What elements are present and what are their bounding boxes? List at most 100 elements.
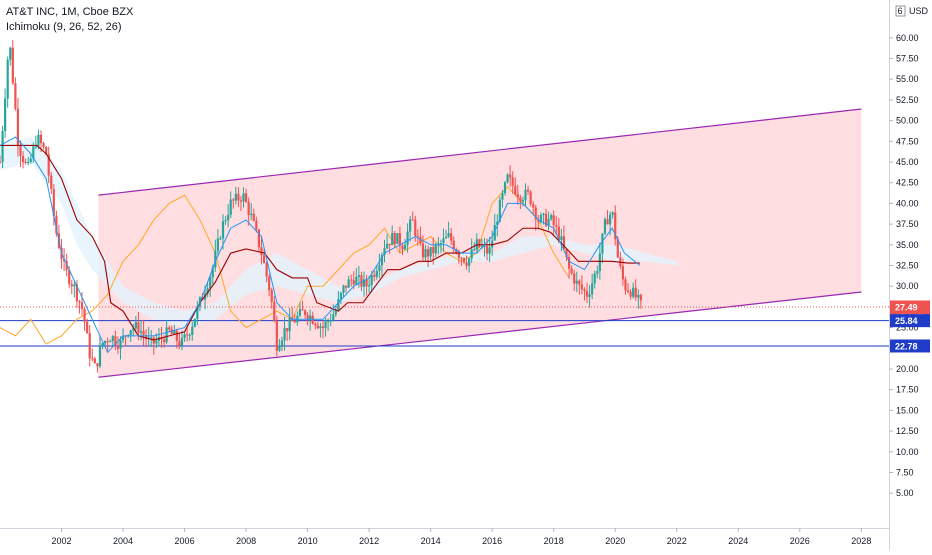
candle-body-120 xyxy=(306,314,309,320)
candle-body-5 xyxy=(11,47,14,84)
candle-body-174 xyxy=(444,236,448,239)
candle-body-209 xyxy=(534,207,537,220)
candle-body-36 xyxy=(91,358,94,360)
candle-body-27 xyxy=(68,270,71,285)
candle-body-64 xyxy=(162,339,166,343)
candle-body-113 xyxy=(288,317,291,332)
candle-body-149 xyxy=(380,255,384,266)
candle-body-249 xyxy=(637,294,640,298)
y-tick-label-52.50: 52.50 xyxy=(896,95,919,105)
scale-box-icon xyxy=(895,5,906,17)
candle-body-250 xyxy=(639,294,642,301)
x-tick-label-2014: 2014 xyxy=(421,536,441,546)
candle-body-33 xyxy=(83,308,86,322)
ichimoku-cloud xyxy=(0,137,677,328)
candle-body-142 xyxy=(362,279,366,287)
candle-body-161 xyxy=(411,219,414,221)
candle-body-95 xyxy=(242,193,245,202)
candle-body-65 xyxy=(165,327,168,343)
candle-body-129 xyxy=(329,320,332,322)
candle-body-173 xyxy=(442,238,445,244)
candle-body-139 xyxy=(355,276,358,285)
candle-body-42 xyxy=(106,341,109,343)
candle-body-218 xyxy=(557,226,560,241)
candle-body-25 xyxy=(62,258,66,262)
candle-body-157 xyxy=(401,245,404,250)
candle-body-211 xyxy=(539,215,542,222)
x-tick-label-2002: 2002 xyxy=(52,536,72,546)
candle-body-187 xyxy=(478,239,481,247)
candle-body-237 xyxy=(606,219,609,225)
candle-body-202 xyxy=(516,194,519,198)
candle-body-226 xyxy=(578,280,581,285)
candle-body-232 xyxy=(593,273,596,284)
candle-body-96 xyxy=(244,193,248,202)
candle-body-21 xyxy=(52,189,55,216)
candle-body-243 xyxy=(621,266,625,280)
y-tick-label-25.00: 25.00 xyxy=(896,323,919,333)
candle-body-217 xyxy=(555,225,558,227)
candle-body-199 xyxy=(509,174,512,178)
price-tag-label-3: 22.78 xyxy=(895,341,918,351)
candle-body-184 xyxy=(470,249,473,259)
candle-body-121 xyxy=(309,315,312,320)
y-tick-label-37.50: 37.50 xyxy=(896,219,919,229)
candle-body-136 xyxy=(347,279,350,288)
candle-body-239 xyxy=(611,212,614,215)
y-tick-label-57.50: 57.50 xyxy=(896,54,919,64)
ichimoku-lagging-span xyxy=(0,186,570,345)
channel-upper-line xyxy=(98,108,862,196)
candle-body-8 xyxy=(19,145,22,157)
y-tick-label-12.50: 12.50 xyxy=(896,426,919,436)
y-tick-label-47.50: 47.50 xyxy=(896,136,919,146)
candle-body-9 xyxy=(21,156,25,162)
candle-body-238 xyxy=(608,214,612,225)
candle-body-168 xyxy=(429,247,432,257)
candle-body-47 xyxy=(119,340,122,349)
candle-body-118 xyxy=(301,309,304,311)
candle-body-205 xyxy=(524,189,527,201)
candle-body-198 xyxy=(506,174,509,183)
candle-body-11 xyxy=(27,162,30,164)
candle-body-94 xyxy=(239,200,243,202)
candle-body-72 xyxy=(183,334,186,338)
candle-body-165 xyxy=(421,243,425,258)
candle-body-126 xyxy=(321,326,325,329)
candle-body-0 xyxy=(0,162,2,164)
candle-body-190 xyxy=(485,246,489,254)
candle-body-137 xyxy=(350,279,353,281)
candle-body-221 xyxy=(565,248,568,258)
ichimoku-tenkan-line xyxy=(0,136,641,354)
candle-body-12 xyxy=(29,158,32,163)
candle-body-240 xyxy=(614,212,617,240)
candle-body-247 xyxy=(632,287,635,297)
candle-body-26 xyxy=(65,261,68,271)
candle-body-133 xyxy=(339,292,343,300)
candle-body-138 xyxy=(352,280,355,285)
candle-body-230 xyxy=(588,294,591,297)
candle-body-115 xyxy=(293,321,296,323)
candle-body-208 xyxy=(532,204,535,208)
candle-body-101 xyxy=(257,229,261,248)
x-tick-label-2028: 2028 xyxy=(851,536,871,546)
candle-body-236 xyxy=(603,219,607,234)
candle-body-234 xyxy=(598,253,601,272)
candle-body-53 xyxy=(134,322,137,329)
candle-body-156 xyxy=(398,233,401,246)
candle-body-153 xyxy=(391,233,394,246)
candle-body-195 xyxy=(498,199,501,222)
candle-body-179 xyxy=(457,252,460,258)
candle-body-194 xyxy=(496,221,499,226)
candle-body-90 xyxy=(229,199,232,215)
candle-body-206 xyxy=(526,189,530,192)
y-tick-label-50.00: 50.00 xyxy=(896,116,919,126)
candle-body-175 xyxy=(447,233,450,237)
candle-body-51 xyxy=(129,330,132,335)
candle-body-89 xyxy=(227,214,230,221)
candle-body-131 xyxy=(334,309,337,315)
candle-body-37 xyxy=(93,358,96,364)
candle-body-17 xyxy=(42,143,45,148)
candle-body-100 xyxy=(255,220,258,230)
